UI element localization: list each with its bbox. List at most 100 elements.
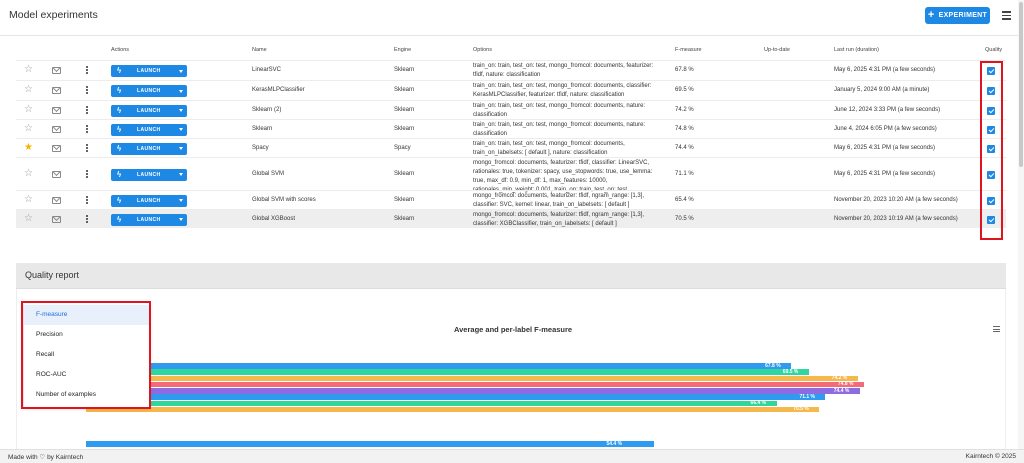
scrollbar-thumb[interactable] [1019,2,1023,167]
quality-checkbox[interactable] [987,215,995,224]
mail-icon[interactable] [52,67,61,74]
experiment-fmeasure: 74.2 % [675,106,694,113]
quality-checkbox[interactable] [987,125,995,134]
col-options[interactable]: Options [473,47,492,53]
col-quality[interactable]: Quality [985,47,1003,53]
bar-value-label: 70.5 % [793,406,809,413]
favorite-star-icon[interactable]: ☆ [24,122,33,134]
mail-icon[interactable] [52,125,61,133]
launch-label: LAUNCH [137,216,161,223]
quality-checkbox[interactable] [987,170,995,179]
launch-button[interactable]: ϟ LAUNCH [111,85,187,97]
chart-bar[interactable] [86,381,864,388]
col-lastrun[interactable]: Last run (duration) [834,47,879,53]
col-engine[interactable]: Engine [394,47,412,53]
more-options-icon[interactable] [86,143,88,154]
highlight-box-metrics [21,301,151,409]
favorite-star-icon[interactable]: ☆ [24,193,33,205]
caret-down-icon[interactable] [179,89,183,93]
chart-bar[interactable] [86,441,655,447]
table-row[interactable]: ☆ ϟ LAUNCH Sklearn (2) Sklearn train_on:… [16,100,1006,119]
caret-down-icon[interactable] [179,199,183,202]
scrollbar-track[interactable] [1018,0,1024,449]
more-options-icon[interactable] [86,105,88,116]
page-title: Model experiments [9,9,98,21]
table-header: Actions Name Engine Options F-measure Up… [16,42,1006,60]
more-options-icon[interactable] [86,86,88,96]
col-fmeasure[interactable]: F-measure [675,47,702,53]
table-row[interactable]: ★ ϟ LAUNCH Spacy Spacy train_on: train, … [16,138,1006,157]
quality-checkbox[interactable] [987,106,995,115]
chart-bar[interactable] [86,394,826,400]
quality-checkbox[interactable] [987,196,995,205]
add-experiment-label: EXPERIMENT [938,12,988,19]
quality-checkbox[interactable] [987,87,995,95]
experiment-name: Spacy [252,144,269,151]
table-row[interactable]: ☆ ϟ LAUNCH LinearSVC Sklearn train_on: t… [16,60,1006,80]
mail-icon[interactable] [52,144,61,152]
caret-down-icon[interactable] [179,147,183,150]
bar-value-label: 67.8 % [765,362,781,369]
experiments-table: Actions Name Engine Options F-measure Up… [16,42,1006,228]
launch-button[interactable]: ϟ LAUNCH [111,65,187,77]
mail-icon[interactable] [52,87,61,94]
caret-down-icon[interactable] [179,69,183,73]
mail-icon[interactable] [52,106,61,114]
table-row[interactable]: ☆ ϟ LAUNCH KerasMLPClassifier Sklearn tr… [16,80,1006,100]
metric-option[interactable]: Recall [36,351,55,358]
launch-button[interactable]: ϟ LAUNCH [111,104,187,117]
col-name[interactable]: Name [252,47,267,53]
chart-bar[interactable] [86,400,777,407]
chart-bar[interactable] [86,369,809,375]
launch-button[interactable]: ϟ LAUNCH [111,213,187,226]
chart-bar[interactable] [86,406,820,413]
experiment-name: Sklearn [252,125,273,132]
more-options-icon[interactable] [86,66,88,76]
caret-down-icon[interactable] [179,218,183,221]
chart-bar[interactable] [86,388,860,394]
launch-button[interactable]: ϟ LAUNCH [111,123,187,136]
quality-checkbox[interactable] [987,67,995,75]
launch-label: LAUNCH [137,88,161,95]
footer: Made with ♡ by Kairntech Kairntech © 202… [0,449,1024,463]
table-row[interactable]: ☆ ϟ LAUNCH Sklearn Sklearn train_on: tra… [16,119,1006,138]
launch-button[interactable]: ϟ LAUNCH [111,194,187,207]
favorite-star-icon[interactable]: ☆ [24,212,33,224]
favorite-star-icon[interactable]: ☆ [24,84,33,95]
launch-button[interactable]: ϟ LAUNCH [111,142,187,155]
chart-menu-icon[interactable] [993,326,1000,334]
chart-bar[interactable] [86,375,858,382]
mail-icon[interactable] [52,215,61,223]
table-row[interactable]: ☆ ϟ LAUNCH Global SVM with scores Sklear… [16,190,1006,209]
mail-icon[interactable] [52,196,61,204]
mail-icon[interactable] [52,170,61,178]
top-bar: Model experiments + EXPERIMENT [0,0,1024,36]
more-options-icon[interactable] [86,124,88,135]
metric-option[interactable]: Number of examples [36,391,96,398]
experiment-lastrun: November 20, 2023 10:20 AM (a few second… [834,196,958,203]
table-row[interactable]: ☆ ϟ LAUNCH Global SVM Sklearn mongo_from… [16,157,1006,193]
experiment-lastrun: November 20, 2023 10:19 AM (a few second… [834,215,958,222]
caret-down-icon[interactable] [179,128,183,131]
col-actions[interactable]: Actions [111,47,130,53]
favorite-star-icon[interactable]: ☆ [24,167,33,179]
metric-option[interactable]: ROC-AUC [36,371,67,378]
more-options-icon[interactable] [86,169,88,180]
more-options-icon[interactable] [86,195,88,206]
metric-option[interactable]: Precision [36,331,63,338]
add-experiment-button[interactable]: + EXPERIMENT [925,7,990,24]
metric-option[interactable]: F-measure [24,305,149,325]
chart-bar[interactable] [86,363,792,369]
menu-icon[interactable] [1002,11,1011,20]
favorite-star-icon[interactable]: ☆ [24,64,33,75]
favorite-star-icon[interactable]: ☆ [24,103,33,115]
quality-checkbox[interactable] [987,144,995,153]
caret-down-icon[interactable] [179,109,183,112]
favorite-star-icon[interactable]: ★ [24,141,33,153]
launch-button[interactable]: ϟ LAUNCH [111,168,187,181]
caret-down-icon[interactable] [179,173,183,176]
quality-report-header[interactable]: Quality report [16,263,1006,289]
col-uptodate[interactable]: Up-to-date [764,47,790,53]
more-options-icon[interactable] [86,214,88,225]
table-row[interactable]: ☆ ϟ LAUNCH Global XGBoost Sklearn mongo_… [16,209,1006,228]
